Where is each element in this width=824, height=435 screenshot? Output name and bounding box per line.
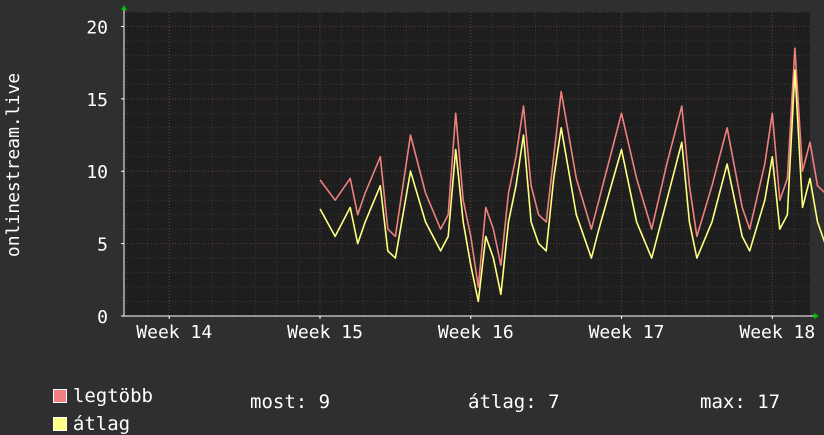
x-axis-arrow [814, 313, 819, 319]
series-line-avg [319, 69, 824, 303]
axes: 0 5 10 15 20 Week 14 Week 15 Week 16 Week 17 Week… [86, 5, 819, 343]
y-axis-label: onlinestream.live [3, 73, 24, 257]
y-tick-label: 20 [86, 17, 108, 38]
legend-swatch-avg [52, 417, 67, 431]
x-tick-label: Week 15 [287, 322, 363, 343]
y-axis-arrow [121, 5, 127, 10]
legend-item-avg: átlag [30, 391, 130, 435]
legend-swatch-max [52, 389, 67, 403]
series-layer [319, 47, 824, 303]
y-tick-label: 15 [86, 90, 108, 111]
y-tick-label: 5 [97, 235, 108, 256]
stat-average: átlag: 7 [468, 391, 560, 413]
stat-current: most: 9 [250, 391, 331, 413]
x-tick-label: Week 18 [739, 322, 815, 343]
legend-label-max: legtöbb [72, 385, 153, 407]
x-tick-label: Week 14 [136, 322, 212, 343]
x-tick-label: Week 16 [438, 322, 514, 343]
stat-max: max: 17 [700, 391, 781, 413]
series-line-max [319, 47, 824, 288]
legend-item-max: legtöbb [30, 363, 153, 407]
plot-area [124, 12, 810, 316]
y-tick-label: 0 [97, 307, 108, 328]
legend-label-avg: átlag [72, 413, 131, 435]
y-tick-label: 10 [86, 162, 108, 183]
x-tick-label: Week 17 [589, 322, 665, 343]
chart: 0 5 10 15 20 Week 14 Week 15 Week 16 Week 17 Week… [3, 5, 824, 343]
